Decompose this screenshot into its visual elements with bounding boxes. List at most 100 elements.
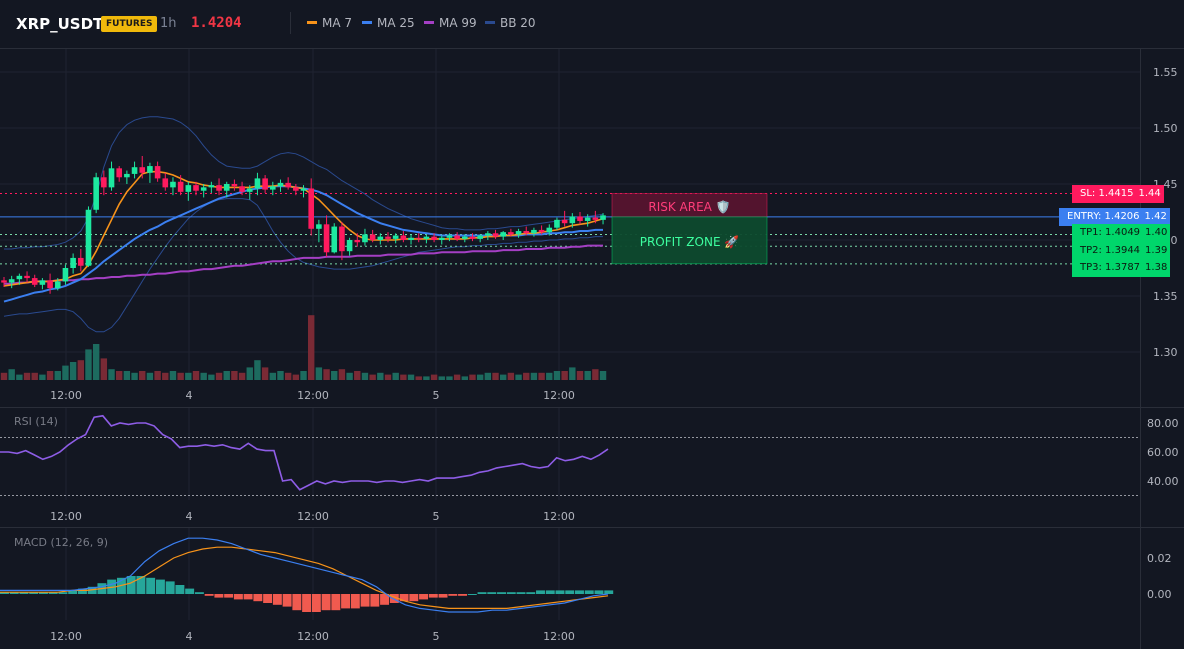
tp2-price-tag: TP2: 1.3944 1.39 <box>1072 242 1171 260</box>
legend-bb20[interactable]: BB 20 <box>485 16 536 30</box>
macd-histogram-bar <box>48 592 58 594</box>
price-x-tick-label: 12:00 <box>297 389 329 402</box>
candle-body <box>346 240 353 252</box>
rsi-tick-label: 60.00 <box>1147 446 1179 459</box>
macd-histogram-bar <box>321 594 331 611</box>
volume-bar <box>415 376 422 380</box>
macd-histogram-bar <box>584 590 594 594</box>
candle-body <box>246 188 253 192</box>
candle-body <box>569 216 576 224</box>
volume-bar <box>384 374 392 380</box>
volume-bar <box>139 371 146 380</box>
candle-body <box>523 231 530 234</box>
candle-body <box>170 181 176 188</box>
volume-bar <box>0 372 8 380</box>
chart-header: XRP_USDT FUTURES 1h 1.4204 MA 7 MA 25 MA… <box>0 0 1184 48</box>
candle-body <box>492 233 499 237</box>
volume-bar <box>77 360 84 380</box>
volume-bar <box>346 372 353 380</box>
entry-tag-price: 1.42 <box>1144 211 1167 222</box>
macd-signal-line <box>0 546 609 610</box>
candle-body <box>446 235 453 238</box>
volume-bar <box>400 374 407 380</box>
volume-bar <box>223 371 230 380</box>
macd-histogram-bar <box>477 592 487 594</box>
tp3-tag-text: TP3: 1.3787 <box>1080 262 1141 273</box>
legend-ma7[interactable]: MA 7 <box>307 16 352 30</box>
candle-body <box>323 224 330 253</box>
rsi-line <box>0 414 609 491</box>
macd-histogram-bar <box>458 594 468 596</box>
macd-histogram-bar <box>292 594 302 611</box>
volume-bar <box>208 374 215 380</box>
volume-bar <box>561 371 568 380</box>
macd-histogram-bar <box>0 592 9 594</box>
ma7-swatch-icon <box>307 21 317 24</box>
symbol-name[interactable]: XRP_USDT <box>16 15 104 33</box>
candle-body <box>485 233 491 236</box>
volume-bar <box>476 374 484 380</box>
candle-body <box>239 186 245 192</box>
candle-body <box>369 234 376 240</box>
macd-histogram-bar <box>380 594 390 605</box>
candle-body <box>561 219 568 224</box>
candle-body <box>39 280 46 285</box>
macd-x-tick-label: 12:00 <box>297 630 329 643</box>
interval-selector[interactable]: 1h <box>160 16 177 31</box>
candle-body <box>308 188 314 229</box>
volume-bar <box>423 376 430 380</box>
volume-bar <box>192 371 200 380</box>
volume-bar <box>177 372 184 380</box>
macd-histogram-bar <box>409 594 419 602</box>
rsi-pane-rule <box>0 527 1184 528</box>
candle-body <box>216 185 222 191</box>
candle-body <box>508 232 514 235</box>
rsi-x-tick-label: 12:00 <box>50 510 82 523</box>
candle-body <box>577 216 583 221</box>
volume-bar <box>269 372 276 380</box>
candle-body <box>177 181 184 192</box>
futures-badge: FUTURES <box>101 16 158 32</box>
price-pane-rule <box>0 407 1184 408</box>
volume-bar <box>315 367 323 380</box>
candle-body <box>554 219 560 228</box>
volume-bar <box>492 372 499 380</box>
volume-bar <box>515 374 522 380</box>
macd-histogram-bar <box>487 592 497 594</box>
entry-tag-text: ENTRY: 1.4206 <box>1067 211 1140 222</box>
macd-x-tick-label: 12:00 <box>50 630 82 643</box>
volume-bar <box>254 360 261 380</box>
volume-bar <box>39 374 46 380</box>
volume-bar <box>500 374 507 380</box>
macd-histogram-bar <box>399 594 409 602</box>
volume-bar <box>338 369 346 380</box>
macd-histogram-bar <box>233 594 243 600</box>
macd-line <box>0 537 609 613</box>
candle-body <box>78 257 84 266</box>
candle-body <box>254 178 261 189</box>
volume-bar <box>131 372 138 380</box>
macd-x-tick-label: 12:00 <box>543 630 575 643</box>
volume-bar <box>369 374 376 380</box>
candle-body <box>147 166 153 173</box>
candle-body <box>54 281 61 289</box>
legend-ma25[interactable]: MA 25 <box>362 16 415 30</box>
legend-ma99[interactable]: MA 99 <box>424 16 477 30</box>
candle-body <box>8 279 15 283</box>
header-divider <box>290 12 291 34</box>
macd-histogram-bar <box>185 588 195 594</box>
candle-body <box>600 215 606 220</box>
profit-zone-label: PROFIT ZONE 🚀 <box>640 235 740 249</box>
volume-bar <box>100 358 108 380</box>
candle-body <box>477 235 483 239</box>
macd-histogram-bar <box>575 590 584 594</box>
candle-body <box>124 173 130 178</box>
price-x-tick-label: 12:00 <box>543 389 575 402</box>
candle-body <box>139 167 146 173</box>
macd-histogram-bar <box>419 594 429 600</box>
rsi-x-tick-label: 12:00 <box>543 510 575 523</box>
volume-bar <box>569 367 576 380</box>
candle-body <box>515 231 522 235</box>
candle-body <box>285 182 291 188</box>
